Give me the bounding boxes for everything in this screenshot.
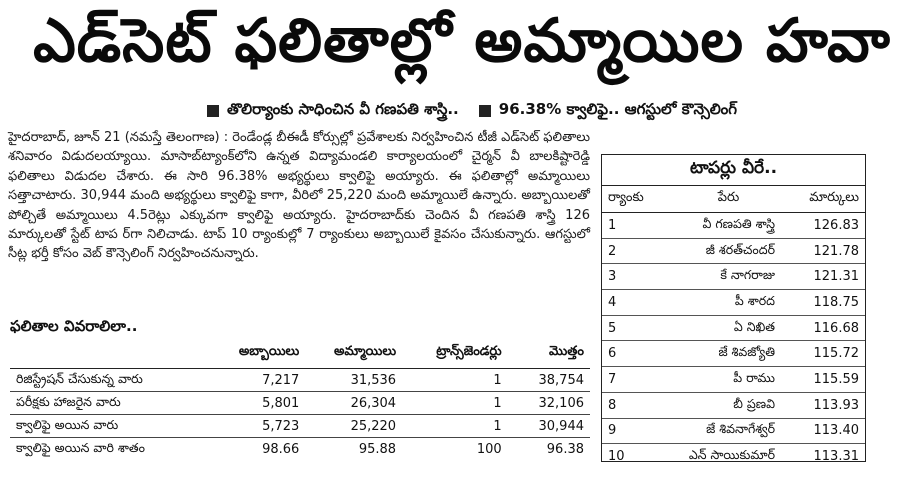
toppers-header-row: ర్యాంకు పేరు మార్కులు	[602, 186, 865, 213]
results-cell: 7,217	[216, 368, 306, 392]
topper-rank: 4	[602, 289, 676, 316]
topper-marks: 115.59	[781, 366, 865, 393]
results-cell: క్వాలిఫై అయిన వారు	[10, 414, 217, 438]
topper-name: కే నాగరాజు	[676, 263, 781, 291]
results-cell: 96.38	[546, 441, 584, 457]
results-col-girls: అమ్మాయిలు	[305, 340, 403, 369]
topper-rank: 1	[602, 212, 676, 239]
table-row: పరీక్షకు హాజరైన వారు 5,801 26,304 1 32,1…	[10, 391, 590, 415]
subheading-qualified: 96.38% క్వాలిఫై.. ఆగస్టులో కౌన్సెలింగ్‌	[498, 100, 738, 118]
results-cell: 95.88	[358, 441, 397, 457]
article-body: హైదరాబాద్‌, జూన్‌ 21 (నమస్తే తెలంగాణ) : …	[8, 130, 590, 262]
results-cell: 1	[402, 414, 508, 438]
topper-rank: 3	[602, 263, 676, 291]
table-row: క్వాలిఫై అయిన వారు 5,723 25,220 1 30,944	[10, 414, 590, 438]
results-col-total: మొత్తం	[507, 340, 590, 369]
topper-marks: 113.93	[781, 392, 865, 419]
table-row: క్వాలిఫై అయిన వారి శాతం 98.66 95.88 100 …	[10, 438, 590, 461]
topper-name: పీ శారద	[676, 289, 781, 316]
results-cell: 31,536	[305, 368, 403, 392]
square-bullet-icon	[478, 105, 491, 117]
results-title: ఫలితాల వివరాలిలా..	[10, 317, 138, 335]
toppers-box: టాపర్లు వీరే.. ర్యాంకు పేరు మార్కులు 1 వ…	[601, 154, 866, 464]
topper-name: బీ ప్రణవి	[676, 392, 781, 419]
square-bullet-icon	[206, 105, 219, 117]
table-row: 6 జే శివజ్యోతి 115.72	[602, 340, 865, 368]
results-cell: 98.66	[262, 441, 300, 457]
topper-rank: 6	[602, 340, 676, 368]
topper-name: జే శివజ్యోతి	[676, 340, 781, 368]
toppers-col-name: పేరు	[676, 186, 781, 213]
headline: ఎడ్‌సెట్‌ ఫలితాల్లో అమ్మాయిల హవా	[33, 6, 891, 76]
topper-rank: 7	[602, 366, 676, 393]
table-row: 10 ఎన్‌ సాయికుమార్‌ 113.31	[602, 444, 865, 469]
results-col-category	[10, 340, 217, 369]
subheading-row: తొలిర్యాంకు సాధించిన వీ గణపతి శాస్త్రి..…	[0, 96, 924, 126]
results-cell: 25,220	[305, 414, 403, 438]
topper-rank: 5	[602, 315, 676, 342]
results-cell: 26,304	[305, 391, 403, 415]
topper-name: జీ శరత్‌చందర్‌	[676, 238, 781, 265]
table-row: 7 పీ రాము 115.59	[602, 366, 865, 393]
results-cell: 5,723	[216, 414, 306, 438]
table-row: 2 జీ శరత్‌చందర్‌ 121.78	[602, 238, 865, 265]
table-row: 8 బీ ప్రణవి 113.93	[602, 392, 865, 419]
topper-marks: 121.31	[781, 263, 865, 291]
subheading-topper: తొలిర్యాంకు సాధించిన వీ గణపతి శాస్త్రి..	[226, 100, 459, 118]
table-row: 9 జే శివనాగేశ్వర్‌ 113.40	[602, 418, 865, 445]
results-cell: 30,944	[507, 414, 590, 438]
topper-marks: 118.75	[781, 289, 865, 316]
topper-marks: 113.31	[813, 449, 860, 465]
table-row: 1 వీ గణపతి శాస్త్రి 126.83	[602, 212, 865, 239]
topper-marks: 113.40	[781, 418, 865, 445]
table-row: 3 కే నాగరాజు 121.31	[602, 263, 865, 291]
results-col-boys: అబ్బాయిలు	[216, 340, 306, 369]
results-cell: 100	[476, 441, 502, 457]
table-row: రిజిస్ట్రేషన్‌ చేసుకున్న వారు 7,217 31,5…	[10, 368, 590, 392]
results-cell: 1	[402, 391, 508, 415]
topper-marks: 126.83	[781, 212, 865, 239]
results-cell: 38,754	[507, 368, 590, 392]
topper-name: వీ గణపతి శాస్త్రి	[676, 212, 781, 239]
results-cell: 5,801	[216, 391, 306, 415]
table-row: 4 పీ శారద 118.75	[602, 289, 865, 316]
results-cell: 32,106	[507, 391, 590, 415]
results-cell: 1	[402, 368, 508, 392]
topper-marks: 121.78	[781, 238, 865, 265]
topper-name: ఎన్‌ సాయికుమార్‌	[688, 447, 775, 463]
results-cell: పరీక్షకు హాజరైన వారు	[10, 391, 217, 415]
results-col-transgender: ట్రాన్స్‌జెండర్లు	[402, 340, 508, 369]
topper-rank: 9	[602, 418, 676, 445]
toppers-table: ర్యాంకు పేరు మార్కులు 1 వీ గణపతి శాస్త్ర…	[602, 186, 865, 469]
topper-name: జే శివనాగేశ్వర్‌	[676, 418, 781, 445]
results-cell: క్వాలిఫై అయిన వారి శాతం	[16, 439, 145, 455]
topper-rank: 8	[602, 392, 676, 419]
results-table: అబ్బాయిలు అమ్మాయిలు ట్రాన్స్‌జెండర్లు మొ…	[10, 340, 590, 460]
topper-name: పీ రాము	[676, 366, 781, 393]
topper-name: ఏ నిఖిత	[676, 315, 781, 342]
results-header-row: అబ్బాయిలు అమ్మాయిలు ట్రాన్స్‌జెండర్లు మొ…	[10, 340, 590, 369]
results-cell: రిజిస్ట్రేషన్‌ చేసుకున్న వారు	[10, 368, 217, 392]
topper-rank: 10	[608, 449, 625, 465]
toppers-title: టాపర్లు వీరే..	[602, 155, 865, 186]
topper-marks: 116.68	[781, 315, 865, 342]
toppers-col-marks: మార్కులు	[781, 186, 865, 213]
table-row: 5 ఏ నిఖిత 116.68	[602, 315, 865, 342]
topper-rank: 2	[602, 238, 676, 265]
topper-marks: 115.72	[781, 340, 865, 368]
toppers-col-rank: ర్యాంకు	[602, 186, 676, 213]
